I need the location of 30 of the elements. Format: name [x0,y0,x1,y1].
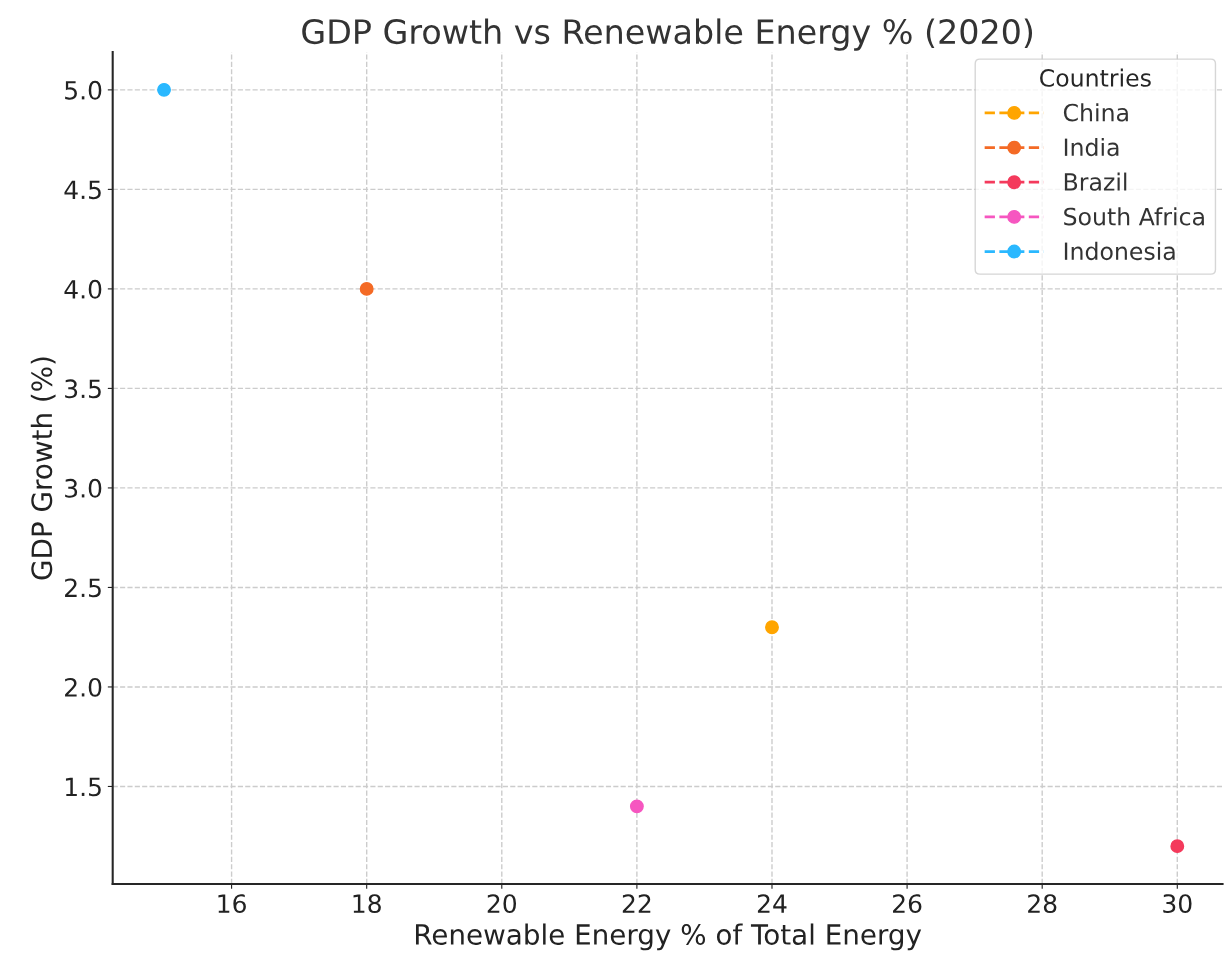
x-axis-title: Renewable Energy % of Total Energy [415,923,922,951]
x-tick-label: 30 [1163,894,1192,914]
point [359,281,374,296]
y-tick-label: 3.0 [65,478,102,498]
x-tick-label: 16 [218,894,246,914]
y-tick-label: 2.5 [65,578,101,598]
x-tick-label: 22 [622,894,651,913]
x-tick-label: 18 [353,894,381,914]
y-tick-label: 5.0 [65,80,102,100]
legend-label: India [1064,137,1119,157]
legend-title: Countries [1040,68,1151,87]
x-tick-label: 24 [757,894,787,913]
point [1170,839,1185,854]
chart-title: GDP Growth vs Renewable Energy % (2020) [302,18,1033,51]
legend-label: Indonesia [1064,241,1175,261]
legend-label: China [1063,103,1128,122]
y-tick-label: 4.0 [64,279,102,299]
x-tick-label: 20 [487,894,517,914]
y-tick-label: 4.5 [64,180,101,200]
point [157,82,171,97]
y-tick-label: 3.5 [65,379,101,399]
x-tick-label: 26 [893,894,922,914]
legend-label: South Africa [1064,207,1204,226]
y-axis-title: GDP Growth (%) [30,357,56,580]
point [629,799,644,814]
x-tick-label: 28 [1028,894,1057,914]
y-tick-label: 2.0 [65,677,102,697]
y-tick-label: 1.5 [65,777,101,797]
legend-label: Brazil [1064,172,1127,191]
point [765,620,779,635]
